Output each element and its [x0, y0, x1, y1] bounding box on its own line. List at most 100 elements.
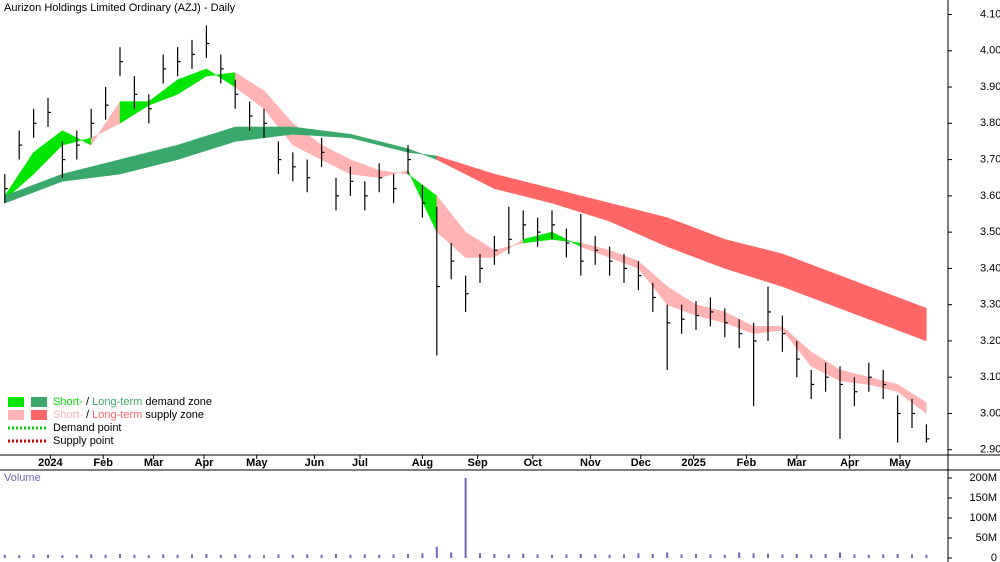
volume-bar [536, 554, 539, 558]
volume-bar [291, 554, 294, 558]
volume-bar [162, 554, 165, 558]
volume-bar [32, 554, 35, 558]
volume-bar [349, 554, 352, 558]
y-tick-label: 4.10 [980, 8, 1000, 20]
volume-bar [205, 554, 208, 558]
y-tick-label: 150M [969, 492, 997, 504]
legend-swatch [31, 410, 47, 420]
x-tick-label: Sep [468, 457, 488, 469]
volume-bar [479, 553, 481, 558]
volume-bar [637, 553, 640, 558]
volume-bar [335, 554, 337, 558]
volume-bar [738, 552, 741, 558]
volume-bar [176, 554, 179, 558]
volume-bar [363, 554, 366, 558]
volume-bar [795, 554, 798, 558]
volume-bar [234, 554, 237, 558]
x-tick-label: May [889, 457, 911, 469]
y-tick-label: 50M [976, 532, 997, 544]
x-tick-label: Aug [412, 457, 433, 469]
legend-text: Short- [53, 396, 83, 408]
x-tick-label: Dec [631, 457, 651, 469]
y-tick-label: 3.90 [980, 81, 1000, 93]
volume-bar [133, 554, 136, 558]
volume-bar [623, 554, 625, 558]
legend-text: demand zone [142, 396, 212, 408]
legend-text: Long-term [92, 409, 142, 421]
legend-label: Demand point [53, 422, 122, 434]
volume-bar [767, 553, 769, 558]
volume-bar [3, 554, 6, 558]
y-tick-label: 3.80 [980, 117, 1000, 129]
x-tick-label: Feb [737, 457, 757, 469]
y-tick-label: 0 [991, 552, 997, 562]
legend-label: Supply point [53, 435, 114, 447]
volume-bar [147, 555, 150, 558]
x-tick-label: Mar [787, 457, 807, 469]
y-tick-label: 4.00 [980, 45, 1000, 57]
volume-bar [435, 546, 438, 558]
volume-bar [90, 554, 93, 558]
y-tick-label: 3.10 [980, 371, 1000, 383]
x-tick-label: Nov [580, 457, 602, 469]
volume-bar [867, 554, 870, 558]
volume-bar [248, 554, 251, 558]
volume-bar [493, 554, 496, 558]
volume-bar [579, 554, 582, 558]
volume-title: Volume [4, 472, 41, 484]
x-tick-label: Apr [195, 457, 215, 469]
y-tick-label: 3.20 [980, 335, 1000, 347]
volume-bar [119, 554, 121, 558]
x-tick-label: Apr [840, 457, 860, 469]
legend-swatch [31, 397, 47, 407]
chart-title: Aurizon Holdings Limited Ordinary (AZJ) … [4, 2, 236, 14]
volume-bar [824, 554, 827, 558]
y-tick-label: 3.40 [980, 262, 1000, 274]
volume-bar [695, 554, 697, 558]
volume-bar [464, 478, 467, 558]
volume-bar [378, 554, 381, 558]
volume-bar [752, 553, 755, 558]
volume-bar [608, 554, 611, 558]
x-tick-label: Mar [144, 457, 164, 469]
volume-bar [306, 554, 309, 558]
volume-bar [565, 554, 568, 558]
volume-bar [781, 554, 784, 558]
y-tick-label: 3.00 [980, 407, 1000, 419]
volume-bar [810, 554, 813, 558]
legend-text: Short- [53, 409, 83, 421]
volume-bar [392, 554, 395, 558]
volume-bar [651, 554, 654, 558]
volume-bar [421, 553, 424, 558]
volume-bar [320, 554, 323, 558]
volume-bar [507, 554, 510, 558]
volume-bar [450, 552, 453, 558]
x-tick-label: 2025 [681, 457, 705, 469]
x-tick-label: Oct [524, 457, 543, 469]
volume-bar [723, 554, 726, 558]
x-tick-label: 2024 [38, 457, 63, 469]
volume-bar [925, 554, 928, 558]
legend-text: supply zone [142, 409, 204, 421]
y-tick-label: 3.50 [980, 226, 1000, 238]
volume-bar [680, 554, 683, 558]
volume-bar [104, 554, 107, 558]
x-tick-label: Jun [305, 457, 325, 469]
volume-bar [853, 554, 856, 558]
legend-text: / [83, 396, 92, 408]
volume-bar [551, 554, 553, 558]
volume-bar [263, 555, 265, 558]
y-tick-label: 3.60 [980, 190, 1000, 202]
legend-label: Short- / Long-term supply zone [53, 409, 204, 421]
volume-bar [219, 554, 222, 558]
volume-bar [407, 554, 409, 558]
x-tick-label: Feb [93, 457, 113, 469]
volume-bar [709, 554, 712, 558]
x-tick-label: Jul [352, 457, 368, 469]
legend-label: Short- / Long-term demand zone [53, 396, 212, 408]
volume-bar [911, 554, 913, 558]
y-tick-label: 3.30 [980, 299, 1000, 311]
volume-bar [47, 554, 49, 558]
volume-bar [522, 553, 525, 558]
